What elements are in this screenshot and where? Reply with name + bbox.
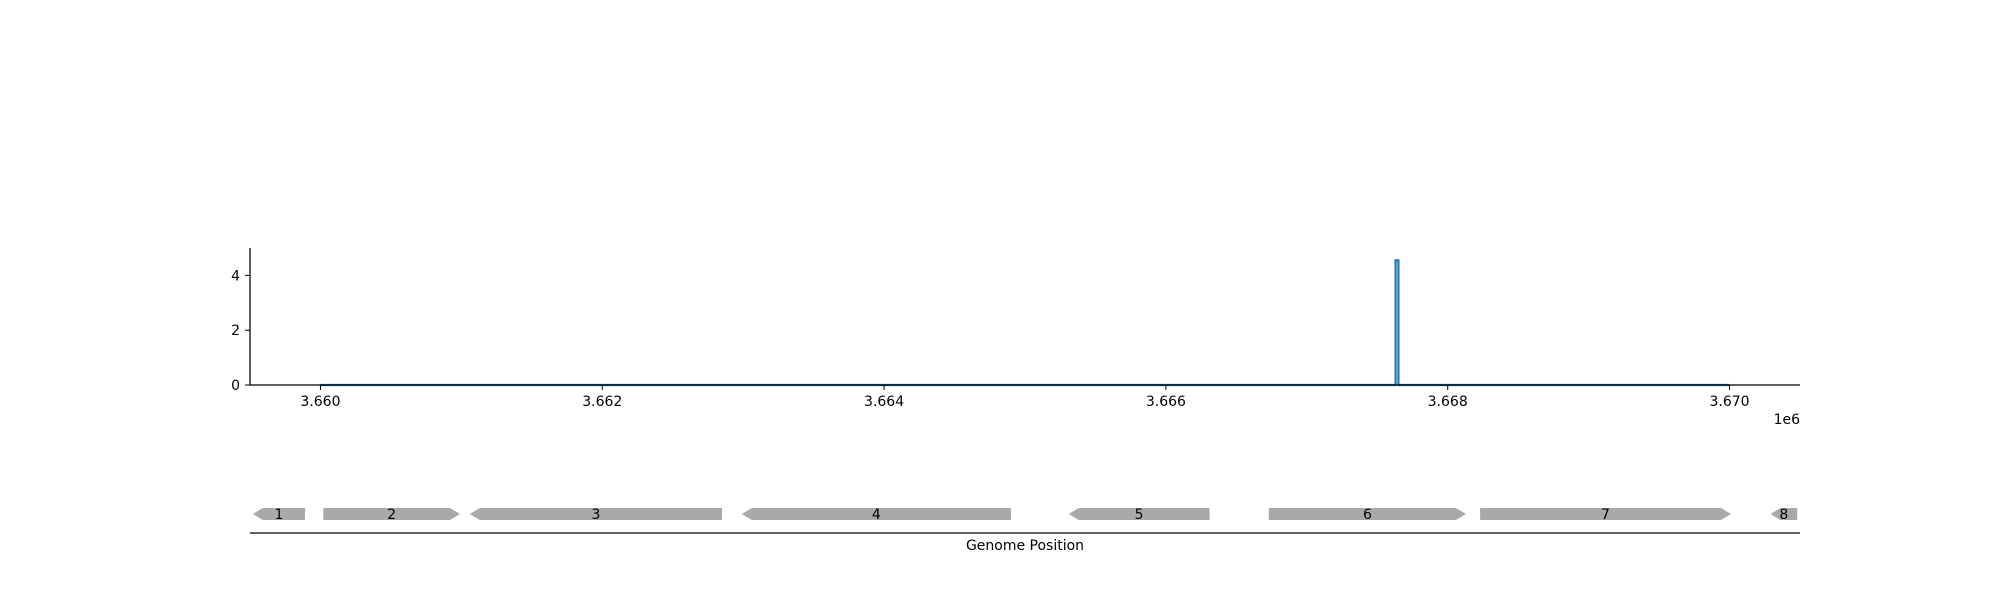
gene-4: 4 xyxy=(741,507,1011,523)
gene-arrow xyxy=(1480,508,1731,520)
y-axis: 0 2 4 xyxy=(231,248,251,394)
gene-arrow xyxy=(1770,508,1798,520)
gene-2: 2 xyxy=(323,507,460,523)
gene-arrow xyxy=(1268,508,1466,520)
x-axis: 3.660 3.662 3.664 3.666 3.668 3.670 xyxy=(250,384,1800,410)
gene-track-xlabel: Genome Position xyxy=(966,538,1084,554)
gene-3: 3 xyxy=(469,507,722,523)
x-tick-label: 3.670 xyxy=(1709,394,1749,410)
gene-label: 8 xyxy=(1779,507,1788,523)
gene-label: 2 xyxy=(387,507,396,523)
gene-track: 1 2 3 4 5 6 7 8 xyxy=(252,507,1798,523)
x-tick-label: 3.660 xyxy=(300,394,340,410)
gene-arrow xyxy=(469,508,722,520)
y-tick-label: 4 xyxy=(231,268,240,284)
gene-7: 7 xyxy=(1480,507,1731,523)
gene-5: 5 xyxy=(1068,507,1210,523)
gene-label: 5 xyxy=(1135,507,1144,523)
gene-label: 3 xyxy=(591,507,600,523)
x-tick-label: 3.666 xyxy=(1146,394,1186,410)
gene-8: 8 xyxy=(1770,507,1798,523)
gene-arrow xyxy=(323,508,460,520)
coverage-line xyxy=(320,259,1730,387)
y-tick-label: 2 xyxy=(231,323,240,339)
gene-label: 7 xyxy=(1601,507,1610,523)
x-tick-label: 3.664 xyxy=(864,394,904,410)
gene-arrow xyxy=(1068,508,1210,520)
gene-label: 4 xyxy=(872,507,881,523)
gene-label: 1 xyxy=(274,507,283,523)
x-tick-label: 3.668 xyxy=(1428,394,1468,410)
coverage-plot xyxy=(320,259,1730,387)
x-offset-label: 1e6 xyxy=(1774,412,1801,428)
x-tick-label: 3.662 xyxy=(582,394,622,410)
gene-arrow xyxy=(741,508,1011,520)
gene-label: 6 xyxy=(1363,507,1372,523)
gene-6: 6 xyxy=(1268,507,1466,523)
gene-1: 1 xyxy=(252,507,305,523)
y-tick-label: 0 xyxy=(231,378,240,394)
gene-arrow xyxy=(252,508,305,520)
